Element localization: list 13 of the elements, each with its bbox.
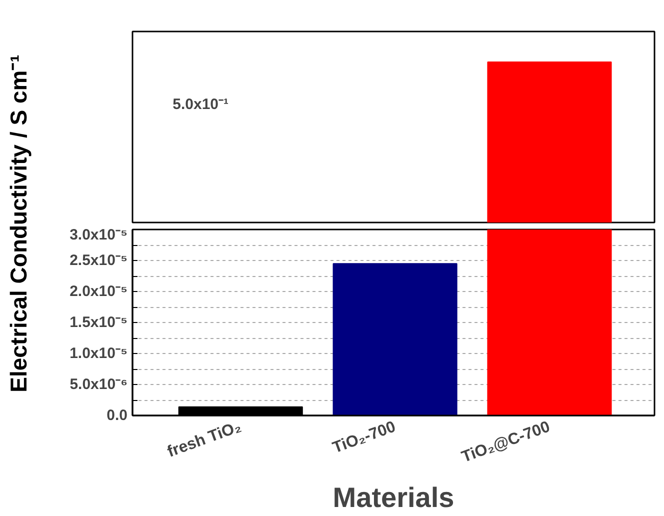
y-axis-title: Electrical Conductivity / S cm⁻¹ <box>6 54 32 392</box>
annotation: 5.0x10⁻¹ <box>172 96 229 113</box>
y-tick-label: 2.5x10⁻⁵ <box>70 252 128 269</box>
bar <box>332 263 458 416</box>
y-tick-label: 2.0x10⁻⁵ <box>70 283 128 300</box>
y-tick-label: 1.5x10⁻⁵ <box>70 314 128 331</box>
x-tick-label: fresh TiO₂ <box>165 418 244 461</box>
bar <box>487 230 612 416</box>
y-tick-label: 5.0x10⁻⁶ <box>70 376 128 393</box>
y-tick-label: 0.0 <box>106 407 128 424</box>
y-tick-label: 3.0x10⁻⁵ <box>70 226 128 244</box>
y-tick-label: 1.0x10⁻⁵ <box>70 345 128 362</box>
x-axis-title: Materials <box>332 482 454 514</box>
